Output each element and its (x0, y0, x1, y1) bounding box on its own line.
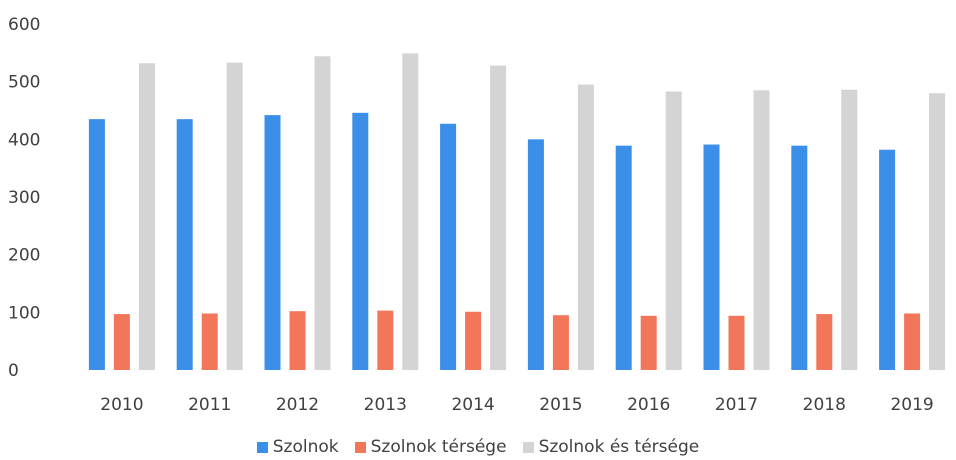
x-tick-label: 2016 (627, 395, 670, 415)
legend-swatch-szolnok-tersege (354, 441, 366, 453)
bar-series-1-2013 (377, 310, 394, 370)
bar-series-1-2019 (904, 313, 921, 370)
legend-swatch-szolnok-es-tersege (522, 441, 534, 453)
y-tick-label: 200 (8, 246, 40, 266)
bar-series-0-2013 (352, 112, 369, 370)
bar-series-0-2018 (791, 145, 808, 370)
bar-series-0-2011 (176, 119, 193, 371)
legend-item-szolnok-tersege: Szolnok térsége (354, 437, 507, 457)
legend-item-szolnok-es-tersege: Szolnok és térsége (522, 437, 700, 457)
y-tick-label: 0 (8, 361, 19, 381)
bar-series-2-2014 (490, 65, 507, 371)
bar-series-1-2018 (816, 314, 833, 370)
bar-series-0-2016 (615, 145, 632, 370)
y-tick-label: 500 (8, 73, 40, 93)
x-tick-label: 2011 (188, 395, 231, 415)
bar-series-2-2015 (577, 84, 594, 371)
legend-item-szolnok: Szolnok (256, 437, 339, 457)
bar-series-0-2019 (879, 149, 896, 370)
bar-series-1-2014 (465, 311, 482, 370)
legend-label-szolnok: Szolnok (272, 437, 339, 457)
x-tick-label: 2015 (539, 395, 582, 415)
x-tick-label: 2010 (100, 395, 143, 415)
bar-series-2-2018 (841, 89, 858, 371)
bar-series-2-2012 (314, 56, 331, 370)
bar-series-2-2011 (226, 62, 243, 371)
legend-label-szolnok-es-tersege: Szolnok és térsége (538, 437, 700, 457)
bar-series-2-2017 (753, 90, 770, 371)
x-tick-label: 2012 (276, 395, 319, 415)
bar-series-1-2015 (552, 315, 569, 370)
y-tick-label: 400 (8, 130, 40, 150)
bar-series-0-2012 (264, 115, 281, 370)
bar-series-2-2013 (402, 53, 419, 370)
bar-series-2-2010 (138, 63, 155, 371)
bar-series-0-2010 (88, 119, 105, 371)
y-tick-label: 100 (8, 303, 40, 323)
chart-legend: Szolnok Szolnok térsége Szolnok és térsé… (0, 437, 956, 457)
bar-series-1-2016 (640, 315, 657, 370)
x-tick-label: 2018 (803, 395, 846, 415)
x-tick-label: 2019 (890, 395, 933, 415)
bar-series-1-2012 (289, 311, 306, 370)
bar-series-0-2017 (703, 144, 720, 370)
bar-series-0-2015 (527, 139, 544, 370)
bar-series-1-2011 (201, 313, 218, 370)
bar-series-1-2010 (113, 314, 130, 370)
bar-series-2-2019 (929, 93, 946, 370)
x-tick-label: 2017 (715, 395, 758, 415)
x-tick-label: 2013 (364, 395, 407, 415)
y-tick-label: 300 (8, 188, 40, 208)
bar-series-0-2014 (440, 123, 457, 370)
bar-series-2-2016 (665, 91, 682, 370)
legend-swatch-szolnok (256, 441, 268, 453)
legend-label-szolnok-tersege: Szolnok térsége (370, 437, 507, 457)
x-tick-label: 2014 (451, 395, 494, 415)
y-tick-label: 600 (8, 15, 40, 35)
bar-series-1-2017 (728, 315, 745, 370)
